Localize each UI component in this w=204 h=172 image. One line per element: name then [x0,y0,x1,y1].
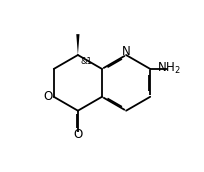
Polygon shape [76,34,80,55]
Text: NH$_2$: NH$_2$ [157,61,181,77]
Text: N: N [122,45,131,58]
Text: O: O [44,90,53,103]
Text: &1: &1 [80,57,92,66]
Text: O: O [73,128,82,141]
